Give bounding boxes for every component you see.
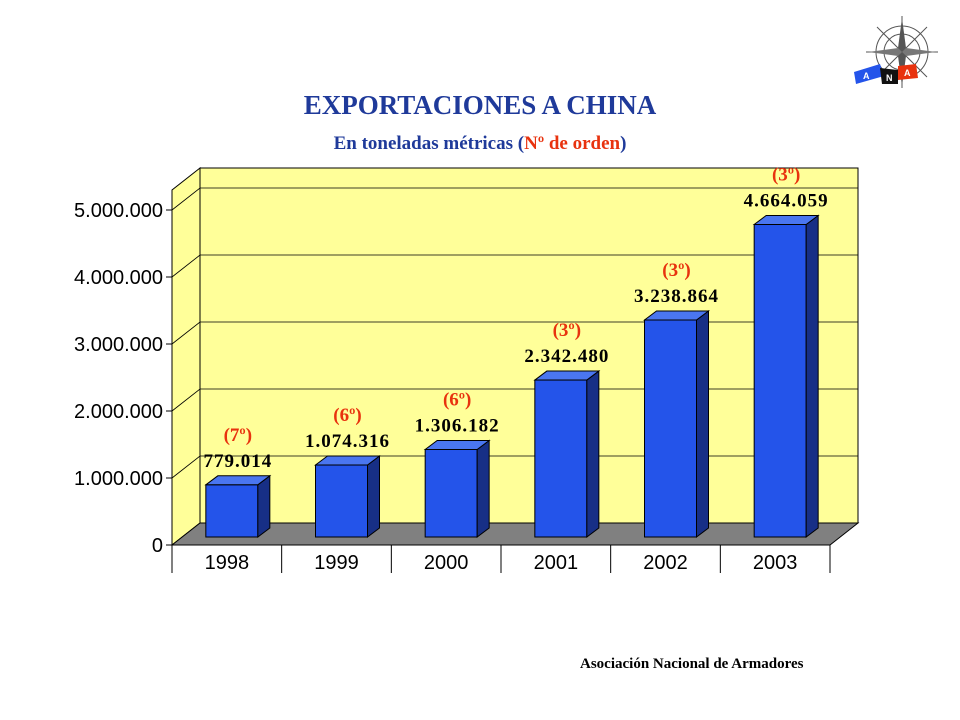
bar [644, 319, 697, 538]
data-label: 779.014 [203, 451, 272, 472]
bar-side [696, 309, 709, 538]
bar-top [533, 370, 601, 381]
subtitle-part3: ) [620, 133, 627, 154]
compass-rose-icon: A N A [854, 16, 938, 88]
bar-top [423, 439, 491, 450]
footer-credit: Asociación Nacional de Armadores [580, 656, 804, 672]
rank-label: (7º) [224, 425, 252, 446]
logo-letter-2: N [886, 73, 893, 83]
bar [315, 464, 368, 538]
data-label: 2.342.480 [524, 346, 609, 367]
x-tick-label: 2000 [424, 552, 469, 574]
y-tick-label: 4.000.000 [74, 267, 163, 289]
logo-letter-3: A [904, 68, 911, 78]
bar [424, 448, 478, 538]
bar [753, 224, 807, 538]
association-logo: A N A [850, 14, 940, 99]
bar-top [314, 455, 381, 466]
gridline [171, 388, 858, 412]
bar-side [586, 370, 600, 538]
bar-side [257, 474, 271, 538]
page-title: EXPORTACIONES A CHINA [303, 90, 657, 120]
x-tick-label: 1998 [205, 552, 250, 574]
rank-label: (6º) [443, 389, 471, 410]
x-tick-label: 1999 [314, 552, 359, 574]
gridline [171, 321, 858, 345]
rank-label: (3º) [662, 260, 690, 281]
page-subtitle: En toneladas métricas (Nº de orden) [0, 133, 960, 155]
x-tick-label: 2002 [643, 552, 688, 574]
subtitle-accent: Nº de orden [524, 133, 621, 154]
back-wall [199, 167, 859, 524]
gridline [171, 455, 858, 479]
bar [205, 484, 259, 538]
bar-side [476, 439, 490, 538]
x-tick-label: 2003 [753, 552, 798, 574]
rank-label: (3º) [772, 165, 800, 186]
y-tick-label: 0 [152, 535, 163, 557]
rank-label: (6º) [333, 405, 361, 426]
y-tick-label: 2.000.000 [74, 401, 163, 423]
bar-top [643, 310, 710, 321]
gridline [171, 187, 858, 211]
logo-letter-1: A [863, 71, 870, 81]
bar-side [367, 455, 380, 538]
subtitle-part1: En toneladas métricas ( [333, 133, 525, 154]
bar-top [204, 475, 272, 486]
data-label: 1.306.182 [415, 415, 500, 436]
bar [534, 379, 588, 538]
bar-top [752, 215, 820, 226]
y-tick-label: 5.000.000 [74, 200, 163, 222]
rank-label: (3º) [553, 320, 581, 341]
bar-side [805, 214, 819, 538]
y-tick-label: 3.000.000 [74, 334, 163, 356]
data-label: 1.074.316 [305, 431, 390, 452]
side-wall [171, 166, 201, 547]
data-label: 3.238.864 [634, 286, 719, 307]
data-label: 4.664.059 [744, 191, 829, 212]
y-tick-label: 1.000.000 [74, 468, 163, 490]
x-tick-label: 2001 [534, 552, 579, 574]
gridline [171, 254, 858, 278]
